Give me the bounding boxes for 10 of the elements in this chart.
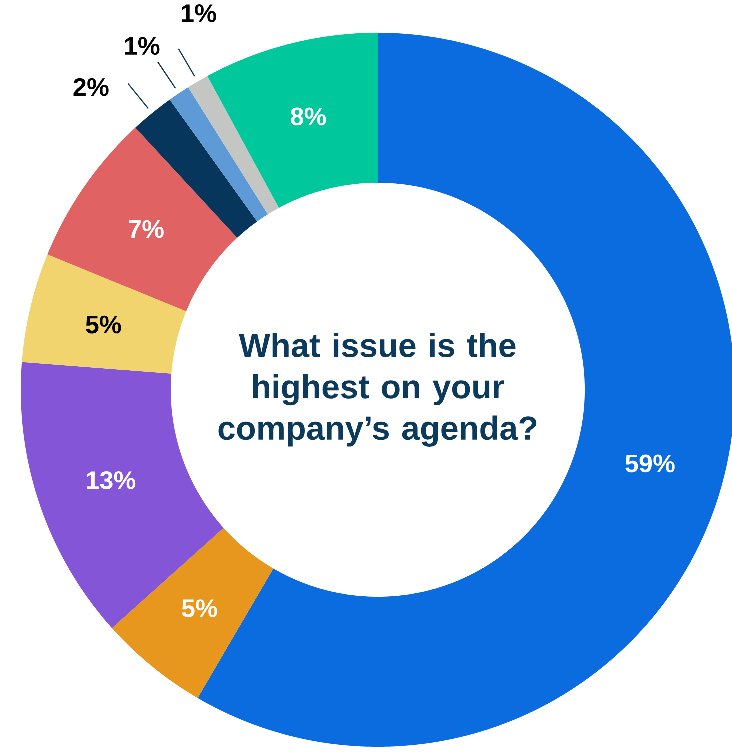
data-label: 8% bbox=[291, 108, 326, 126]
data-label: 13% bbox=[87, 471, 136, 490]
data-label: 5% bbox=[86, 316, 122, 334]
data-label: 1% bbox=[125, 37, 160, 56]
data-label: 59% bbox=[626, 454, 675, 473]
data-label: 5% bbox=[182, 600, 218, 618]
text: What issue is the highest on your company’s agenda? bbox=[218, 333, 537, 447]
data-label: 1% bbox=[182, 4, 216, 22]
data-label: 2% bbox=[74, 78, 109, 96]
data-label: 7% bbox=[129, 220, 164, 238]
